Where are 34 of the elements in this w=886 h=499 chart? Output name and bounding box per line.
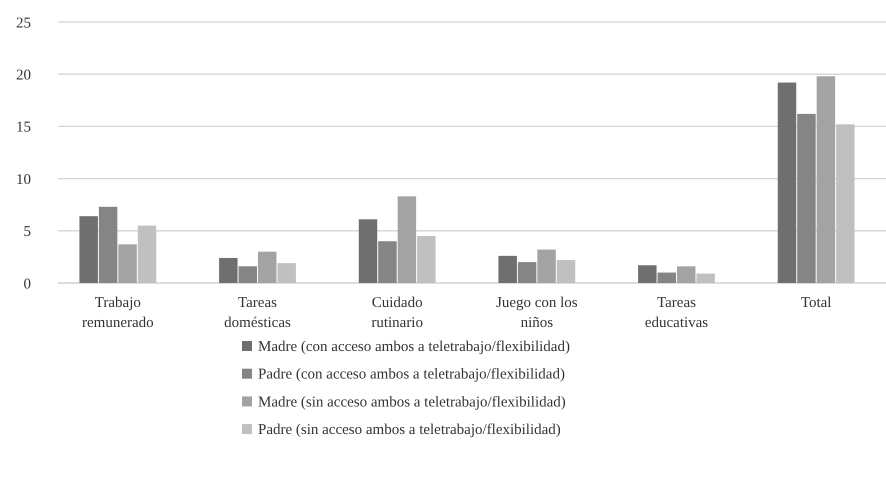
bar xyxy=(118,244,137,283)
bar xyxy=(79,216,98,283)
bar xyxy=(498,256,517,283)
bar xyxy=(676,266,696,283)
y-tick-label: 20 xyxy=(16,67,31,84)
x-tick-label: Cuidado rutinario xyxy=(371,295,423,331)
bar xyxy=(638,265,657,283)
y-tick-label: 0 xyxy=(24,276,31,292)
bar xyxy=(378,241,397,283)
y-tick-label: 25 xyxy=(16,15,31,32)
y-tick-label: 10 xyxy=(16,172,31,188)
x-tick-label: Juego con los niños xyxy=(496,295,578,331)
bar xyxy=(358,219,378,283)
bar xyxy=(658,272,676,283)
y-tick-label: 15 xyxy=(16,120,31,136)
bar xyxy=(98,206,118,283)
bar xyxy=(258,252,276,283)
bar xyxy=(398,196,416,283)
legend-label: Padre (con acceso ambos a teletrabajo/flexibilidad) xyxy=(258,366,565,383)
x-tick-label: Tareas domésticas xyxy=(224,295,291,331)
bar xyxy=(797,114,816,283)
legend-label: Madre (con acceso ambos a teletrabajo/flexibilidad) xyxy=(258,339,570,355)
bar xyxy=(816,76,836,283)
bar xyxy=(778,82,796,283)
legend-label: Padre (sin acceso ambos a teletrabajo/flexibilidad) xyxy=(258,422,561,438)
x-tick-label: Trabajo remunerado xyxy=(82,295,154,331)
bar xyxy=(537,250,556,283)
x-tick-label: Tareas educativas xyxy=(644,295,708,331)
x-tick-label: Total xyxy=(800,295,832,311)
bar xyxy=(518,262,536,283)
y-tick-label: 5 xyxy=(24,224,31,240)
bar xyxy=(219,258,238,283)
legend-label: Madre (sin acceso ambos a teletrabajo/flexibilidad) xyxy=(258,394,566,410)
bar xyxy=(238,266,258,283)
